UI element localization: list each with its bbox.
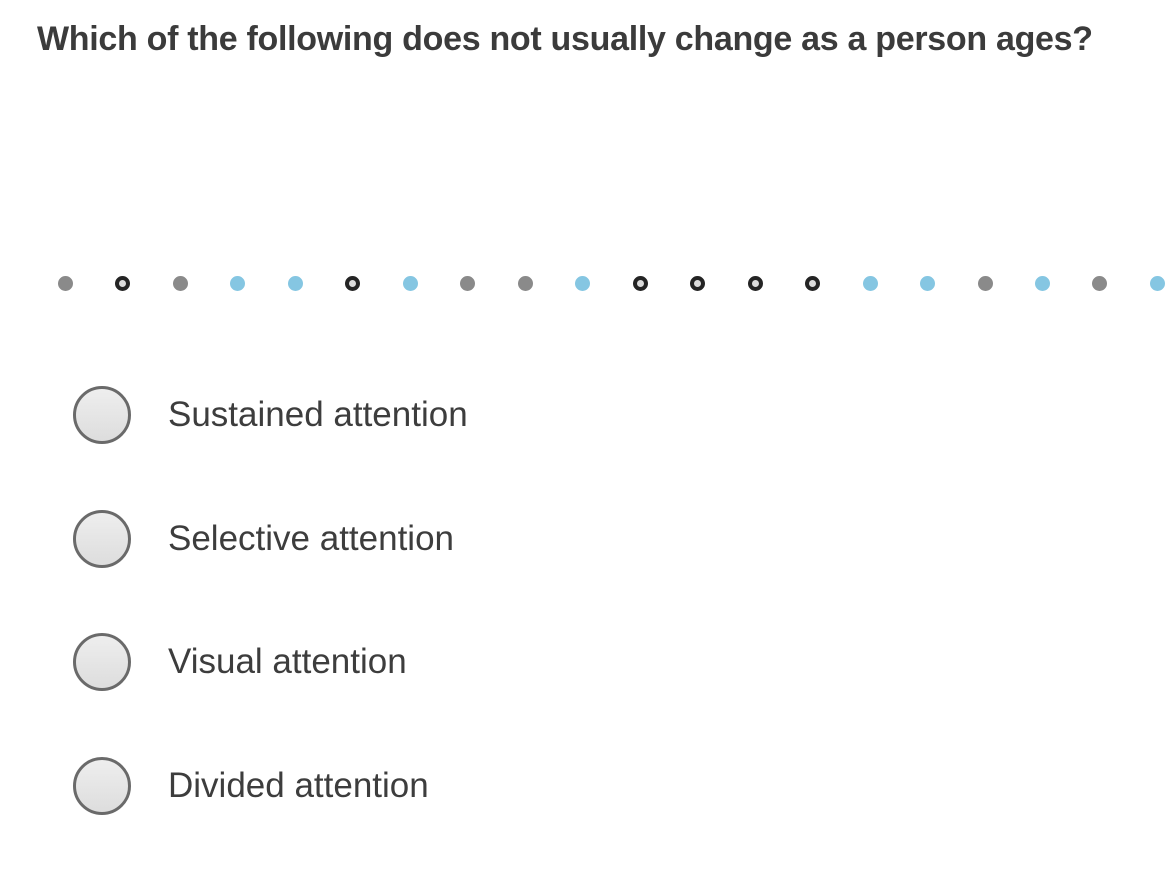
answer-option[interactable]: Selective attention [73, 509, 468, 568]
progress-dot[interactable] [1149, 276, 1165, 291]
radio-button[interactable] [73, 386, 131, 444]
progress-dot[interactable] [460, 276, 476, 291]
answer-options: Sustained attention Selective attention … [73, 386, 468, 816]
progress-dot[interactable] [977, 276, 993, 291]
progress-dot[interactable] [862, 276, 878, 291]
radio-button[interactable] [73, 757, 131, 816]
option-label[interactable]: Sustained attention [168, 395, 468, 434]
progress-dot[interactable] [575, 276, 591, 291]
progress-dots [58, 276, 1165, 291]
progress-dot[interactable] [230, 276, 246, 291]
question-title: Which of the following does not usually … [37, 20, 1093, 58]
progress-dot[interactable] [345, 276, 361, 291]
progress-dot[interactable] [517, 276, 533, 291]
answer-option[interactable]: Divided attention [73, 757, 468, 816]
progress-dot[interactable] [115, 276, 131, 291]
progress-dot[interactable] [690, 276, 706, 291]
progress-dot[interactable] [172, 276, 188, 291]
option-label[interactable]: Divided attention [168, 766, 429, 806]
progress-dot[interactable] [1034, 276, 1050, 291]
radio-button[interactable] [73, 633, 131, 692]
progress-dot[interactable] [402, 276, 418, 291]
progress-dot[interactable] [805, 276, 821, 291]
progress-dot[interactable] [747, 276, 763, 291]
option-label[interactable]: Selective attention [168, 518, 455, 558]
option-label[interactable]: Visual attention [168, 642, 407, 682]
progress-dot[interactable] [632, 276, 648, 291]
progress-dot[interactable] [920, 276, 936, 291]
radio-button[interactable] [73, 509, 131, 568]
answer-option[interactable]: Sustained attention [73, 386, 468, 444]
progress-dot[interactable] [1092, 276, 1108, 291]
progress-dot[interactable] [58, 276, 73, 291]
progress-dot[interactable] [287, 276, 303, 291]
answer-option[interactable]: Visual attention [73, 633, 468, 692]
